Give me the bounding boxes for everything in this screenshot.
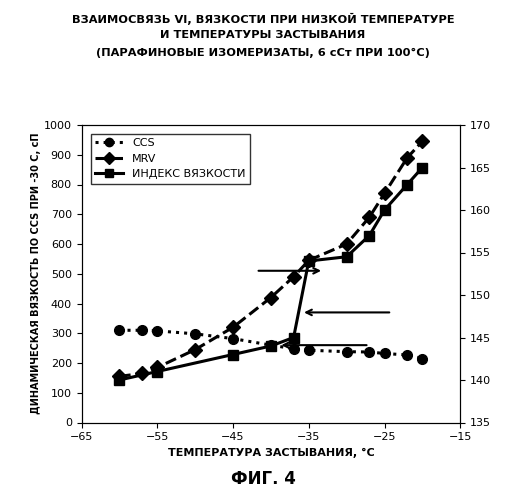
Y-axis label: ДИНАМИЧЕСКАЯ ВЯЗКОСТЬ ПО CCS ПРИ -30 C, сП: ДИНАМИЧЕСКАЯ ВЯЗКОСТЬ ПО CCS ПРИ -30 C, …	[31, 133, 41, 414]
Text: ВЗАИМОСВЯЗЬ VI, ВЯЗКОСТИ ПРИ НИЗКОЙ ТЕМПЕРАТУРЕ: ВЗАИМОСВЯЗЬ VI, ВЯЗКОСТИ ПРИ НИЗКОЙ ТЕМП…	[72, 12, 454, 24]
Text: ФИГ. 4: ФИГ. 4	[230, 470, 296, 488]
X-axis label: ТЕМПЕРАТУРА ЗАСТЫВАНИЯ, °C: ТЕМПЕРАТУРА ЗАСТЫВАНИЯ, °C	[167, 448, 375, 458]
Legend: CCS, MRV, ИНДЕКС ВЯЗКОСТИ: CCS, MRV, ИНДЕКС ВЯЗКОСТИ	[91, 134, 250, 184]
Text: (ПАРАФИНОВЫЕ ИЗОМЕРИЗАТЫ, 6 сСт ПРИ 100°C): (ПАРАФИНОВЫЕ ИЗОМЕРИЗАТЫ, 6 сСт ПРИ 100°…	[96, 48, 430, 58]
Text: И ТЕМПЕРАТУРЫ ЗАСТЫВАНИЯ: И ТЕМПЕРАТУРЫ ЗАСТЫВАНИЯ	[160, 30, 366, 40]
